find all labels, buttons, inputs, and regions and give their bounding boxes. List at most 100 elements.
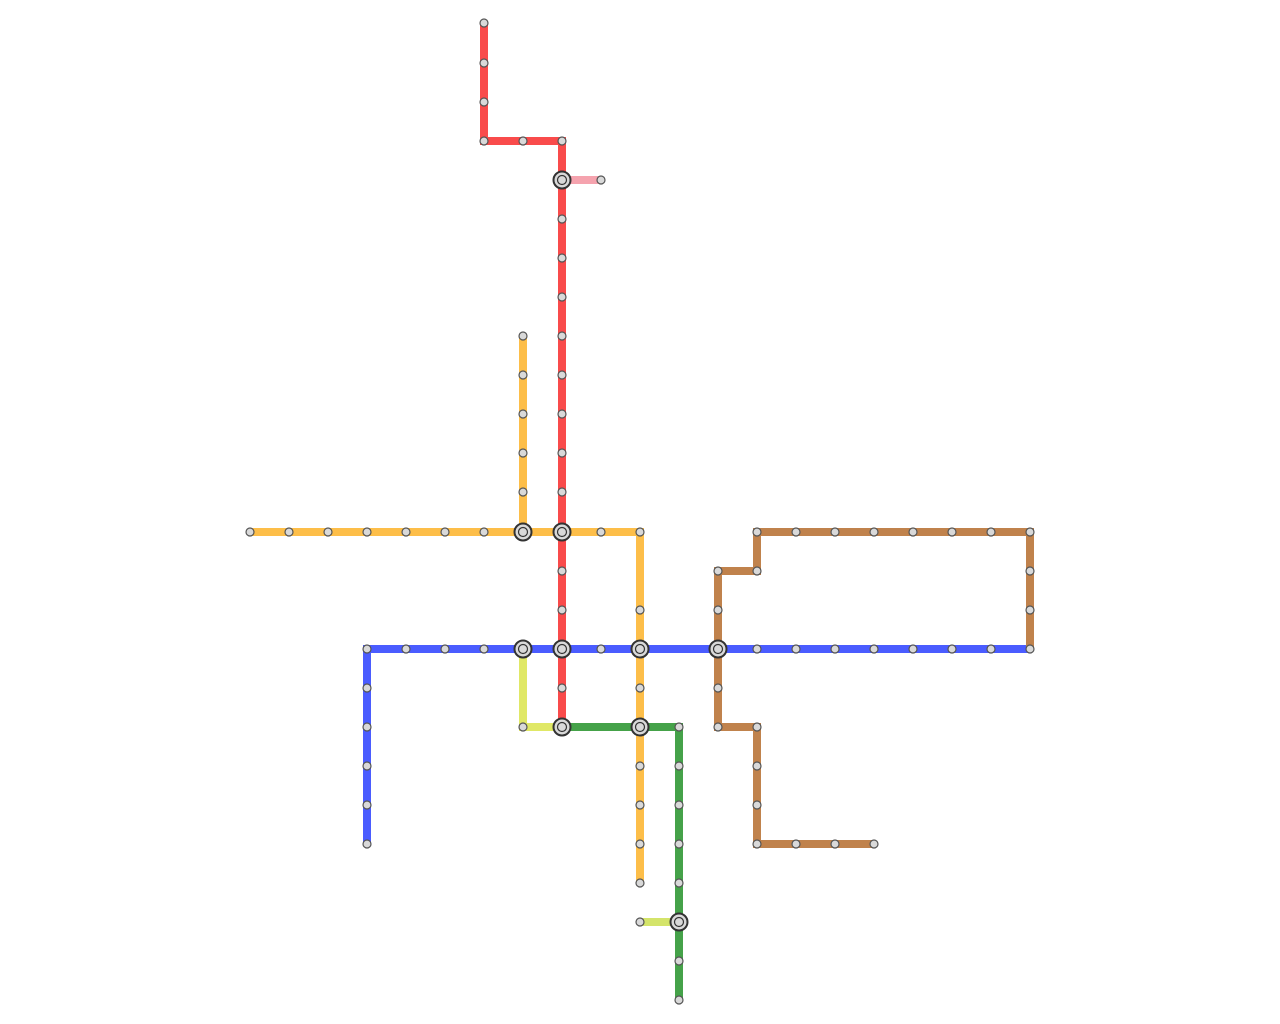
station-stop[interactable] <box>674 878 684 888</box>
station-stop[interactable] <box>635 800 645 810</box>
station-stop[interactable] <box>362 839 372 849</box>
station-stop[interactable] <box>635 917 645 927</box>
station-stop[interactable] <box>518 722 528 732</box>
station-stop[interactable] <box>986 644 996 654</box>
station-stop[interactable] <box>557 214 567 224</box>
interchange-station[interactable] <box>669 912 689 932</box>
interchange-station[interactable] <box>552 639 572 659</box>
station-stop[interactable] <box>479 527 489 537</box>
station-stop[interactable] <box>596 175 606 185</box>
station-stop[interactable] <box>479 97 489 107</box>
station-stop[interactable] <box>557 409 567 419</box>
station-stop[interactable] <box>713 722 723 732</box>
station-stop[interactable] <box>323 527 333 537</box>
station-stop[interactable] <box>518 331 528 341</box>
station-stop[interactable] <box>479 18 489 28</box>
station-stop[interactable] <box>713 605 723 615</box>
station-stop[interactable] <box>557 683 567 693</box>
station-stop[interactable] <box>557 487 567 497</box>
station-stop[interactable] <box>362 683 372 693</box>
station-stop[interactable] <box>557 605 567 615</box>
station-stop[interactable] <box>947 527 957 537</box>
station-stop[interactable] <box>479 136 489 146</box>
station-stop[interactable] <box>830 644 840 654</box>
station-stop[interactable] <box>1025 605 1035 615</box>
station-stop[interactable] <box>713 683 723 693</box>
station-stop[interactable] <box>635 839 645 849</box>
station-stop[interactable] <box>557 253 567 263</box>
station-stop[interactable] <box>362 527 372 537</box>
interchange-station[interactable] <box>630 639 650 659</box>
station-stop[interactable] <box>401 644 411 654</box>
station-stop[interactable] <box>752 839 762 849</box>
routes-layer <box>250 23 1034 1000</box>
station-stop[interactable] <box>752 800 762 810</box>
station-stop[interactable] <box>752 527 762 537</box>
station-stop[interactable] <box>440 644 450 654</box>
station-stop[interactable] <box>518 370 528 380</box>
interchange-station[interactable] <box>708 639 728 659</box>
station-stop[interactable] <box>752 722 762 732</box>
interchange-station[interactable] <box>513 522 533 542</box>
interchange-inner-ring <box>517 526 529 538</box>
station-stop[interactable] <box>362 722 372 732</box>
station-stop[interactable] <box>557 448 567 458</box>
green-line <box>562 723 683 1000</box>
station-stop[interactable] <box>635 761 645 771</box>
station-stop[interactable] <box>674 839 684 849</box>
station-stop[interactable] <box>284 527 294 537</box>
station-stop[interactable] <box>1025 644 1035 654</box>
station-stop[interactable] <box>635 878 645 888</box>
station-stop[interactable] <box>752 761 762 771</box>
station-stop[interactable] <box>830 839 840 849</box>
station-stop[interactable] <box>557 136 567 146</box>
station-stop[interactable] <box>869 644 879 654</box>
station-stop[interactable] <box>908 644 918 654</box>
station-stop[interactable] <box>674 722 684 732</box>
station-stop[interactable] <box>518 409 528 419</box>
station-stop[interactable] <box>635 605 645 615</box>
interchange-station[interactable] <box>630 717 650 737</box>
station-stop[interactable] <box>362 761 372 771</box>
station-stop[interactable] <box>362 644 372 654</box>
interchange-station[interactable] <box>552 717 572 737</box>
station-stop[interactable] <box>674 956 684 966</box>
station-stop[interactable] <box>557 370 567 380</box>
station-stop[interactable] <box>440 527 450 537</box>
station-stop[interactable] <box>557 292 567 302</box>
station-stop[interactable] <box>479 58 489 68</box>
station-stop[interactable] <box>791 644 801 654</box>
station-stop[interactable] <box>1025 527 1035 537</box>
station-stop[interactable] <box>518 136 528 146</box>
station-stop[interactable] <box>362 800 372 810</box>
station-stop[interactable] <box>596 527 606 537</box>
station-stop[interactable] <box>674 800 684 810</box>
station-stop[interactable] <box>869 839 879 849</box>
station-stop[interactable] <box>908 527 918 537</box>
station-stop[interactable] <box>518 487 528 497</box>
station-stop[interactable] <box>674 995 684 1005</box>
interchange-station[interactable] <box>513 639 533 659</box>
station-stop[interactable] <box>401 527 411 537</box>
station-stop[interactable] <box>557 566 567 576</box>
station-stop[interactable] <box>752 644 762 654</box>
station-stop[interactable] <box>869 527 879 537</box>
station-stop[interactable] <box>674 761 684 771</box>
station-stop[interactable] <box>947 644 957 654</box>
station-stop[interactable] <box>635 527 645 537</box>
station-stop[interactable] <box>791 839 801 849</box>
station-stop[interactable] <box>518 448 528 458</box>
station-stop[interactable] <box>752 566 762 576</box>
station-stop[interactable] <box>986 527 996 537</box>
interchange-station[interactable] <box>552 522 572 542</box>
station-stop[interactable] <box>713 566 723 576</box>
station-stop[interactable] <box>245 527 255 537</box>
station-stop[interactable] <box>557 331 567 341</box>
station-stop[interactable] <box>830 527 840 537</box>
station-stop[interactable] <box>791 527 801 537</box>
station-stop[interactable] <box>1025 566 1035 576</box>
station-stop[interactable] <box>596 644 606 654</box>
station-stop[interactable] <box>479 644 489 654</box>
station-stop[interactable] <box>635 683 645 693</box>
interchange-station[interactable] <box>552 170 572 190</box>
